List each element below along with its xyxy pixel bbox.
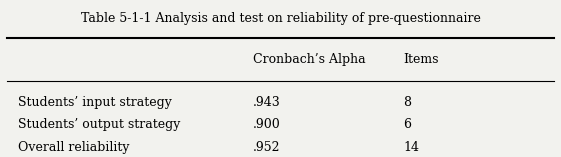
Text: Overall reliability: Overall reliability	[18, 141, 130, 154]
Text: Cronbach’s Alpha: Cronbach’s Alpha	[252, 53, 365, 66]
Text: .900: .900	[252, 119, 280, 131]
Text: 6: 6	[403, 119, 411, 131]
Text: Table 5-1-1 Analysis and test on reliability of pre-questionnaire: Table 5-1-1 Analysis and test on reliabi…	[81, 12, 480, 25]
Text: Students’ input strategy: Students’ input strategy	[18, 96, 172, 109]
Text: Items: Items	[403, 53, 439, 66]
Text: 8: 8	[403, 96, 411, 109]
Text: 14: 14	[403, 141, 419, 154]
Text: Students’ output strategy: Students’ output strategy	[18, 119, 181, 131]
Text: .943: .943	[252, 96, 280, 109]
Text: .952: .952	[252, 141, 280, 154]
